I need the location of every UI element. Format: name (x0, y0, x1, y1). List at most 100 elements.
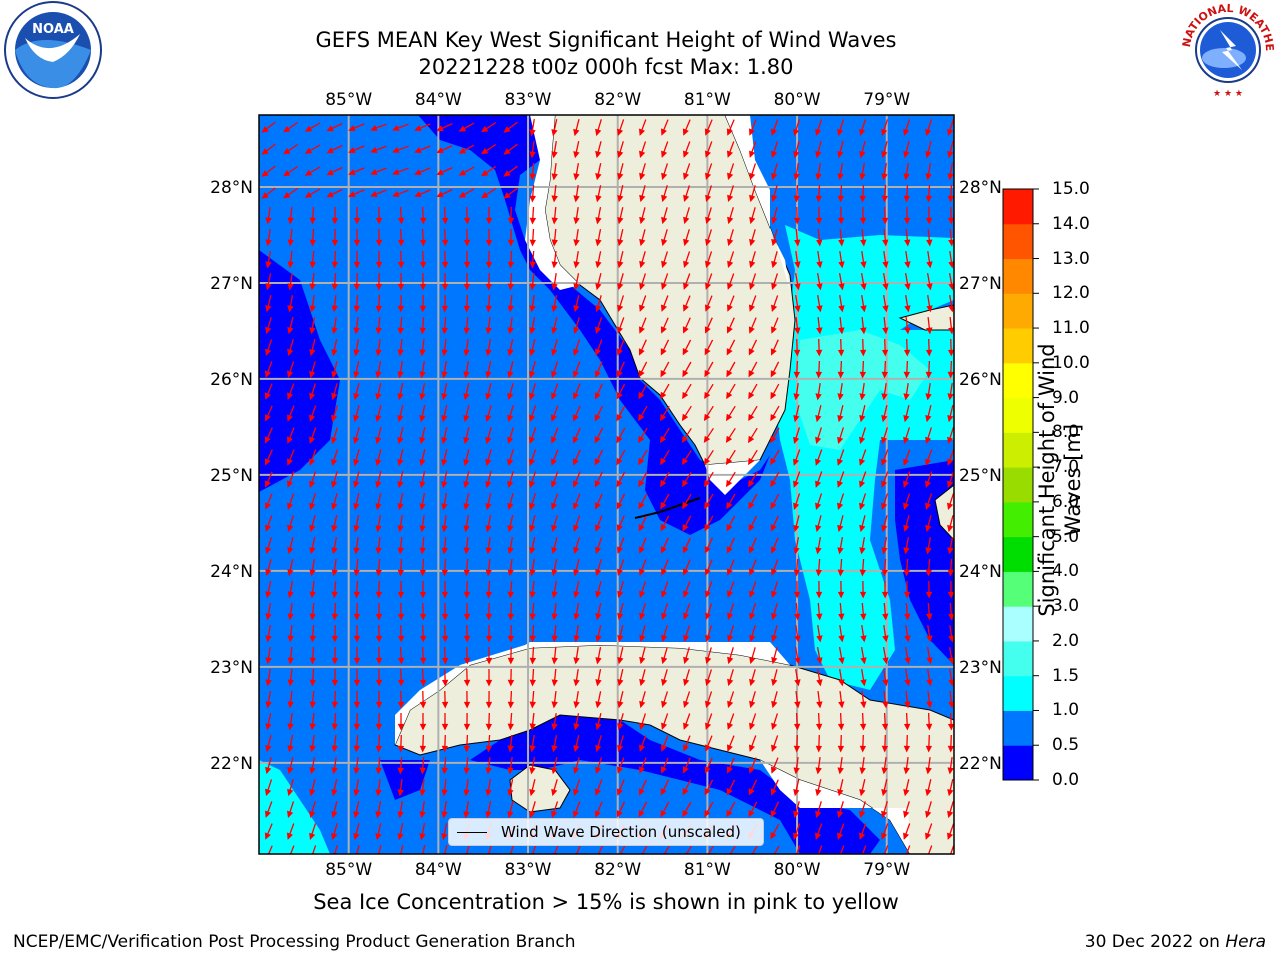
wave-arrow (660, 735, 669, 752)
wave-arrow (419, 646, 427, 665)
wave-arrow (392, 123, 409, 131)
wave-arrow (838, 317, 845, 335)
wave-arrow (419, 602, 427, 621)
wave-arrow (881, 712, 889, 731)
wave-arrow (639, 273, 647, 291)
wave-arrow (947, 338, 954, 357)
wave-arrow (595, 273, 602, 291)
wave-arrow (507, 317, 514, 335)
wave-arrow (375, 756, 382, 775)
wave-arrow (594, 361, 603, 378)
wave-arrow (419, 294, 427, 313)
wave-arrow (882, 228, 889, 247)
map-legend: Wind Wave Direction (unscaled) (448, 818, 764, 846)
wave-arrow (638, 537, 647, 554)
wave-arrow (660, 471, 670, 488)
wave-arrow (794, 602, 801, 621)
wave-arrow (616, 383, 626, 400)
wave-arrow (458, 166, 475, 176)
wave-arrow (348, 189, 365, 197)
wave-arrow (595, 119, 602, 137)
wave-arrow (704, 361, 714, 378)
wave-arrow (948, 602, 954, 621)
wave-arrow (551, 294, 558, 313)
wave-arrow (463, 514, 470, 533)
wave-arrow (903, 536, 910, 555)
wave-arrow (529, 779, 536, 797)
wave-arrow (749, 691, 756, 709)
wave-arrow (815, 360, 823, 379)
wave-arrow (639, 669, 646, 687)
wave-arrow (617, 295, 625, 313)
wave-arrow (503, 143, 518, 155)
wave-arrow (485, 537, 492, 555)
wave-arrow (370, 145, 387, 154)
wave-arrow (265, 229, 272, 247)
wave-arrow (925, 757, 932, 775)
wave-arrow (397, 690, 405, 709)
wave-arrow (287, 339, 294, 357)
wave-arrow (326, 122, 343, 132)
wave-arrow (572, 449, 581, 466)
wave-arrow (331, 339, 338, 357)
wave-arrow (704, 471, 714, 488)
wave-arrow (749, 603, 757, 621)
wave-arrow (286, 449, 295, 466)
colorbar-segment (1003, 397, 1033, 433)
wave-arrow (353, 471, 360, 489)
wave-arrow (551, 559, 558, 577)
wave-arrow (816, 625, 823, 643)
wave-arrow (770, 471, 780, 488)
wave-arrow (481, 166, 497, 177)
wave-arrow (265, 624, 272, 643)
wave-arrow (507, 536, 514, 555)
wave-arrow (793, 184, 800, 203)
wave-arrow (550, 449, 559, 466)
wave-arrow (573, 339, 581, 357)
colorbar-tick-label: 13.0 (1052, 248, 1090, 269)
lat-tick-label: 27°N (959, 274, 1002, 294)
wave-arrow (287, 559, 294, 577)
wave-arrow (882, 668, 889, 687)
wave-arrow (551, 361, 559, 379)
wave-arrow (838, 691, 845, 709)
wave-arrow (859, 515, 866, 533)
wave-arrow (815, 536, 822, 555)
wave-arrow (264, 823, 273, 840)
wave-arrow (573, 537, 580, 555)
lon-tick-label: 85°W (325, 860, 372, 880)
wave-arrow (726, 757, 735, 774)
wave-arrow (331, 449, 339, 467)
wave-arrow (904, 691, 911, 709)
wave-arrow (375, 537, 382, 555)
wave-arrow (638, 471, 648, 488)
wave-arrow (749, 669, 756, 687)
wave-arrow (331, 801, 338, 819)
wave-arrow (507, 801, 514, 819)
wave-arrow (419, 823, 426, 841)
wave-arrow (771, 691, 778, 709)
wave-arrow (726, 295, 735, 312)
wave-arrow (261, 143, 276, 155)
wave-arrow (529, 756, 536, 775)
wave-arrow (481, 188, 497, 199)
wave-arrow (287, 537, 294, 555)
wave-arrow (375, 250, 383, 269)
wave-arrow (771, 603, 778, 621)
wave-arrow (903, 779, 910, 797)
wave-arrow (726, 537, 735, 554)
wave-arrow (903, 712, 911, 731)
wave-arrow (904, 294, 911, 313)
wave-arrow (683, 603, 691, 621)
wave-arrow (926, 646, 933, 665)
wave-arrow (265, 207, 272, 225)
wave-arrow (948, 625, 954, 643)
lat-tick-label: 28°N (959, 178, 1002, 198)
wave-arrow (507, 206, 515, 225)
wave-arrow (353, 537, 360, 555)
wave-arrow (794, 251, 801, 269)
wave-arrow (617, 207, 624, 225)
wave-arrow (594, 427, 604, 444)
wave-arrow (485, 602, 493, 621)
wave-arrow (550, 405, 559, 422)
